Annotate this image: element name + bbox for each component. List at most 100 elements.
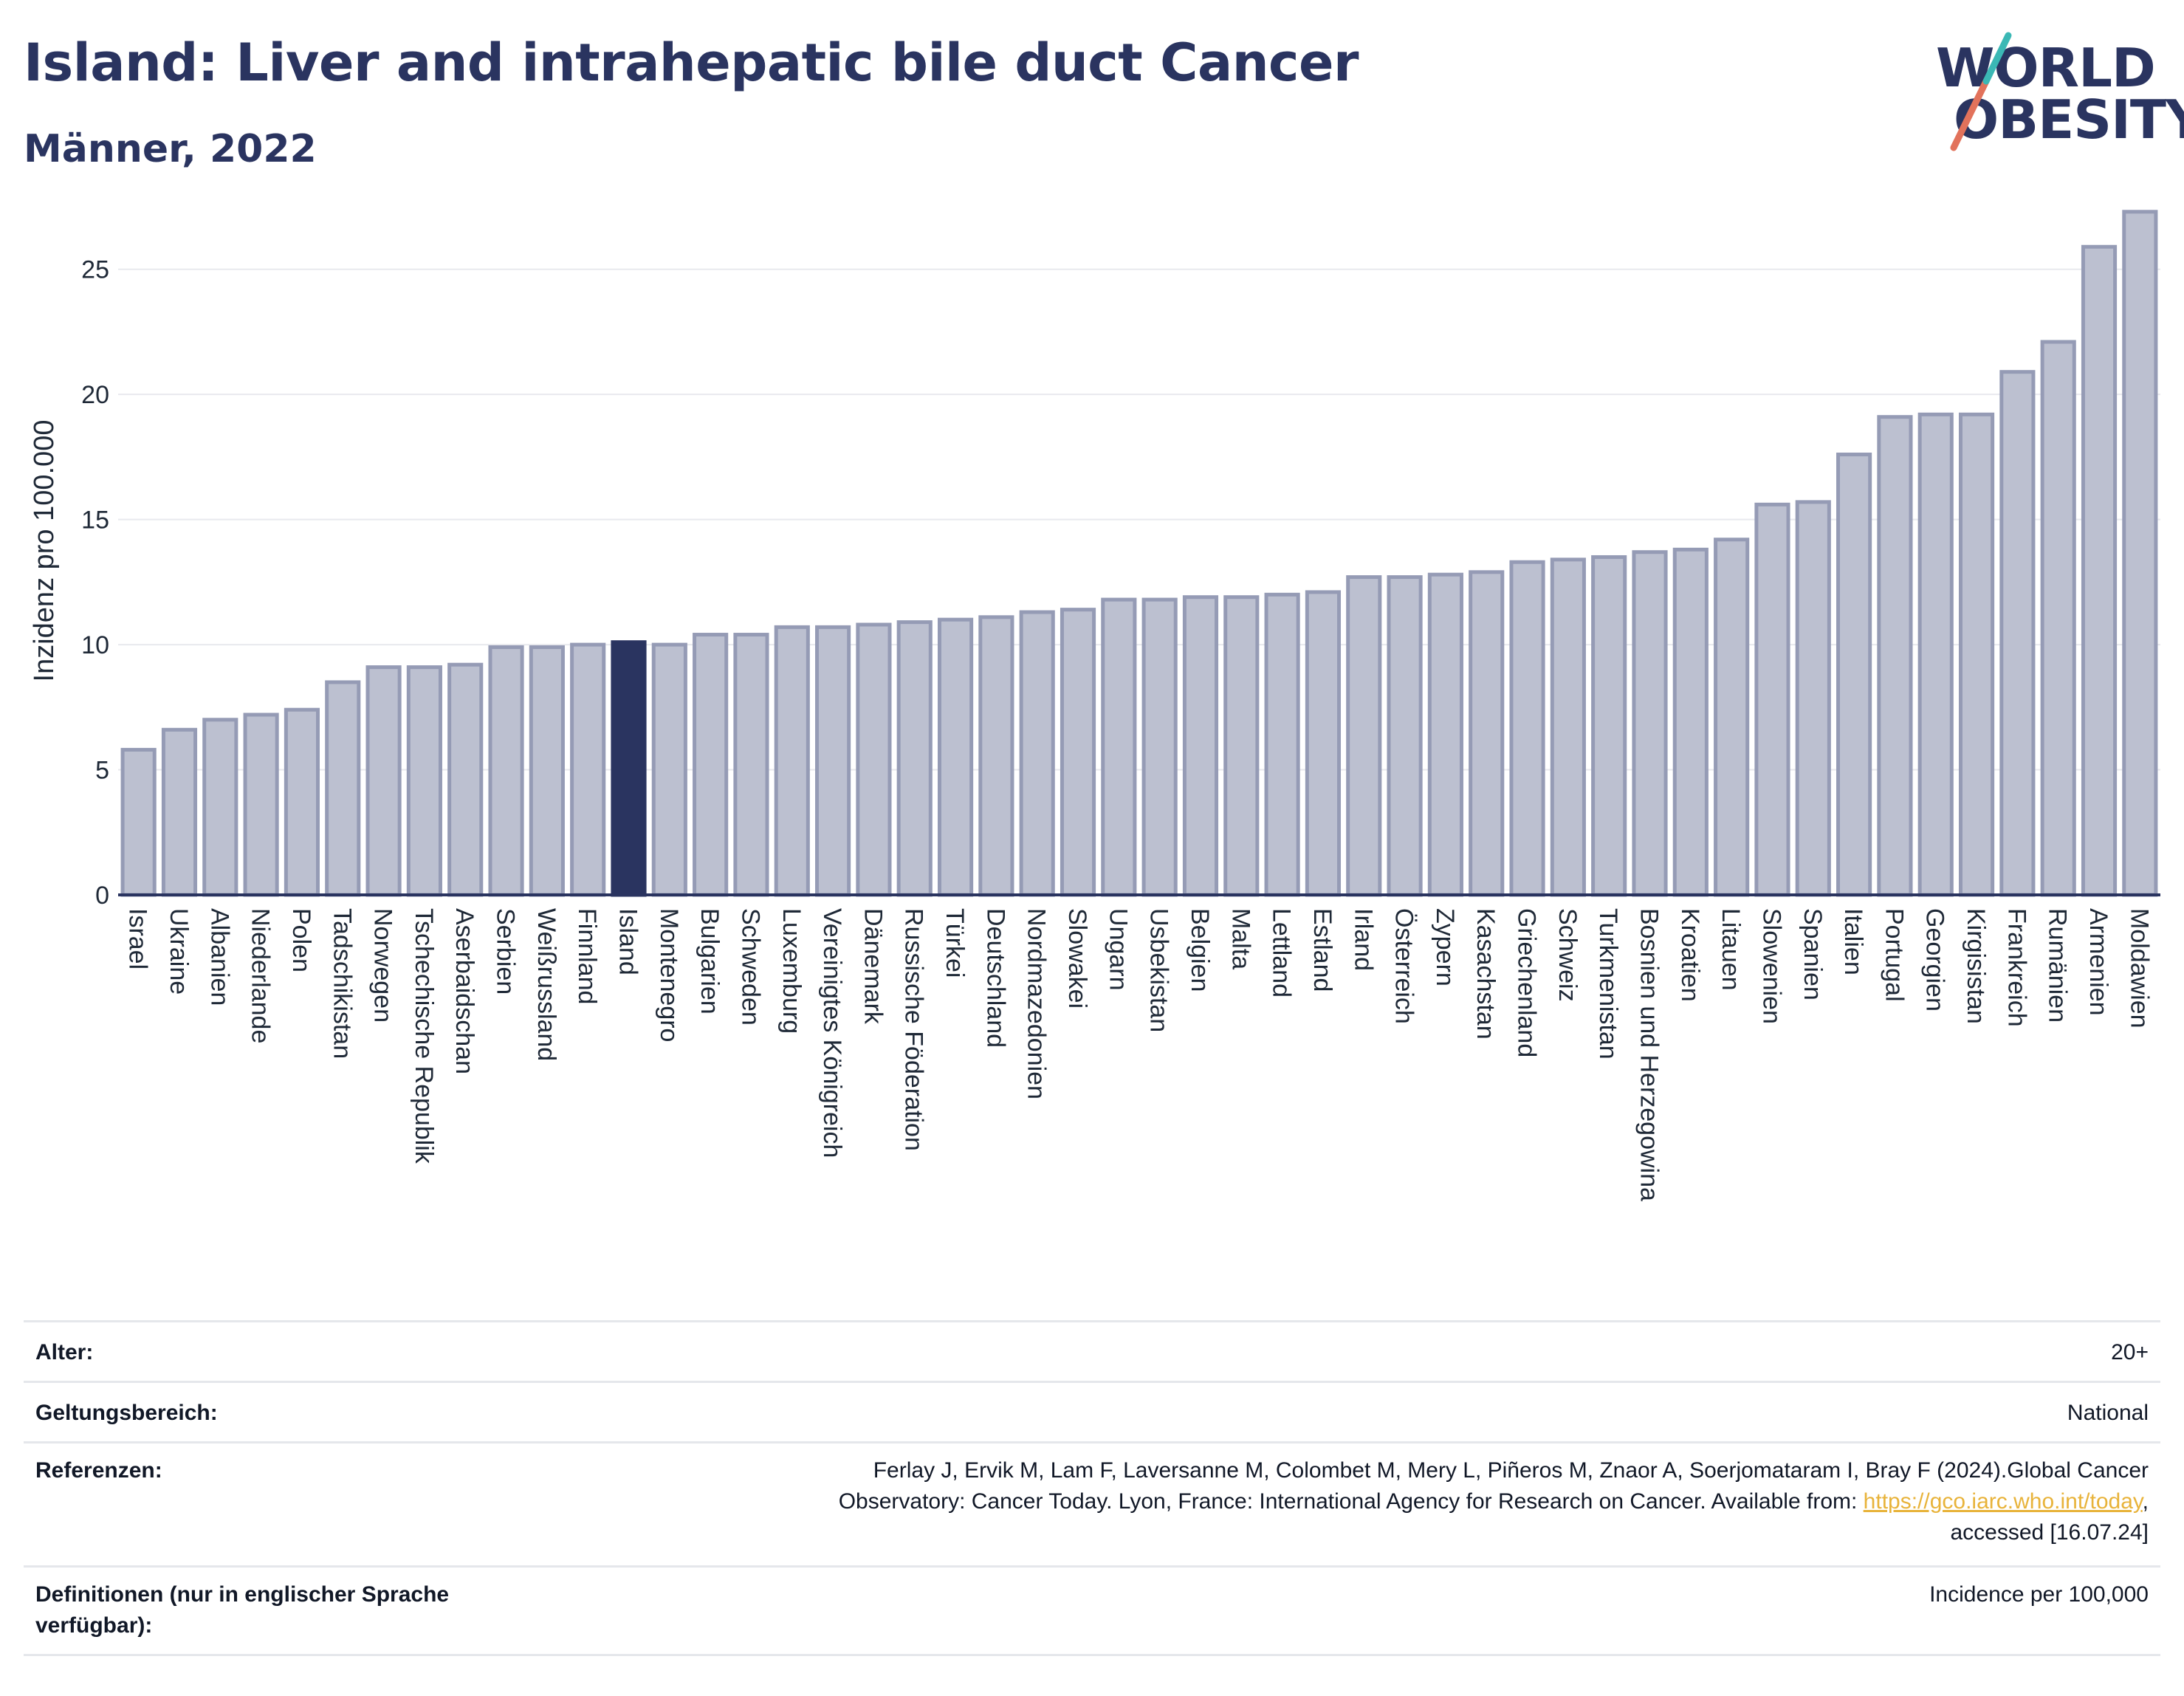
x-tick-label: Belgien [1186, 908, 1214, 992]
bar [406, 665, 442, 897]
x-tick-label: Irland [1349, 908, 1377, 971]
bar [733, 633, 769, 897]
bar [937, 617, 974, 897]
bar [1305, 590, 1342, 897]
bar [693, 633, 729, 897]
scope-label: Geltungsbereich: [35, 1401, 218, 1425]
bar [1672, 547, 1709, 897]
x-tick-label: Rumänien [2044, 908, 2072, 1023]
bar [1714, 538, 1750, 897]
logo-slash-icon [1950, 32, 2012, 151]
bar [1223, 595, 1260, 897]
x-tick-label: Serbien [492, 908, 520, 995]
bar [1999, 370, 2036, 897]
age-label: Alter: [35, 1340, 94, 1364]
x-tick-label: Dänemark [859, 908, 887, 1025]
references-value: Ferlay J, Ervik M, Lam F, Laversanne M, … [839, 1455, 2149, 1548]
bar [896, 620, 933, 897]
bar [284, 707, 320, 897]
x-tick-label: Albanien [205, 908, 233, 1006]
x-tick-label: Ungarn [1104, 908, 1132, 991]
bar [1346, 575, 1382, 897]
x-tick-label: Slowakei [1063, 908, 1091, 1009]
age-value: 20+ [2111, 1340, 2149, 1364]
bar [202, 718, 238, 897]
bar [325, 680, 361, 897]
x-tick-label: Usbekistan [1145, 908, 1173, 1032]
bar [243, 713, 279, 897]
x-tick-label: Frankreich [2002, 908, 2030, 1027]
x-tick-label: Montenegro [655, 908, 683, 1042]
bar [1141, 597, 1178, 897]
x-tick-label: Armenien [2084, 908, 2112, 1016]
reference-line-2-text: Observatory: Cancer Today. Lyon, France:… [838, 1489, 1864, 1514]
reference-line-2-end: , [2142, 1489, 2149, 1514]
bar [1754, 502, 1790, 897]
scope-value: National [2067, 1401, 2149, 1425]
x-tick-label: Schweiz [1553, 908, 1582, 1002]
x-tick-label: Zypern [1431, 908, 1459, 986]
definitions-label-line-2: verfügbar): [35, 1613, 153, 1638]
bar [1836, 453, 1872, 897]
bar [978, 615, 1014, 897]
reference-line-2: Observatory: Cancer Today. Lyon, France:… [839, 1486, 2149, 1517]
x-tick-label: Griechenland [1513, 908, 1541, 1057]
bar [1182, 595, 1219, 897]
bar [1387, 575, 1423, 897]
x-tick-label: Estland [1308, 908, 1336, 992]
x-tick-label: Israel [124, 908, 152, 969]
bar [1550, 557, 1586, 897]
chart-title: Island: Liver and intrahepatic bile duct… [24, 32, 1359, 93]
bar [1917, 412, 1954, 897]
x-tick-label: Russische Föderation [900, 908, 928, 1151]
bar [161, 727, 198, 897]
bar [1591, 555, 1627, 897]
x-tick-label: Georgien [1921, 908, 1949, 1012]
x-tick-label: Italien [1839, 908, 1867, 975]
x-tick-label: Polen [287, 908, 315, 972]
x-tick-label: Österreich [1390, 908, 1418, 1024]
references-label: Referenzen: [35, 1458, 162, 1483]
x-tick-label: Turkmenistan [1594, 908, 1622, 1060]
logo-line-2: OBESITY [1954, 89, 2184, 151]
x-tick-label: Moldawien [2125, 908, 2153, 1029]
reference-line-3: accessed [16.07.24] [1950, 1520, 2149, 1545]
reference-line-1: Ferlay J, Ervik M, Lam F, Laversanne M, … [873, 1458, 2149, 1483]
x-tick-label: Kirgisistan [1962, 908, 1990, 1024]
x-tick-label: Kroatien [1676, 908, 1704, 1002]
bar [2122, 210, 2158, 897]
reference-link[interactable]: https://gco.iarc.who.int/today [1863, 1489, 2143, 1514]
bar [365, 665, 402, 897]
x-tick-label: Litauen [1717, 908, 1745, 991]
x-tick-label: Malta [1226, 908, 1254, 969]
bar [2081, 244, 2118, 897]
x-tick-label: Lettland [1268, 908, 1296, 998]
x-tick-label: Nordmazedonien [1023, 908, 1051, 1099]
bar [1877, 415, 1913, 897]
x-tick-label: Aserbaidschan [450, 908, 478, 1074]
x-tick-label: Norwegen [369, 908, 397, 1023]
y-tick-label: 20 [81, 381, 109, 409]
chart-subtitle: Männer, 2022 [24, 127, 317, 171]
x-tick-label: Schweden [736, 908, 764, 1026]
bar [856, 622, 892, 897]
x-tick-label: Vereinigtes Königreich [818, 908, 846, 1158]
bar [611, 640, 647, 897]
definitions-label-line-1: Definitionen (nur in englischer Sprache [35, 1582, 450, 1607]
x-tick-label: Tschechische Republik [410, 908, 438, 1164]
bar [1019, 610, 1055, 897]
meta-row-definitions: Definitionen (nur in englischer Sprache … [24, 1565, 2160, 1655]
x-tick-label: Ukraine [165, 908, 193, 995]
bar [1509, 560, 1545, 897]
bar [774, 625, 810, 897]
x-tick-label: Kasachstan [1472, 908, 1500, 1040]
x-tick-label: Weißrussland [532, 908, 560, 1061]
x-tick-label: Türkei [941, 908, 969, 978]
bar [447, 662, 484, 897]
x-tick-label: Deutschland [981, 908, 1009, 1048]
bar [488, 645, 524, 897]
bar [1264, 592, 1300, 897]
x-tick-label: Finnland [573, 908, 601, 1004]
y-tick-label: 5 [95, 757, 109, 785]
bar [1427, 572, 1463, 897]
